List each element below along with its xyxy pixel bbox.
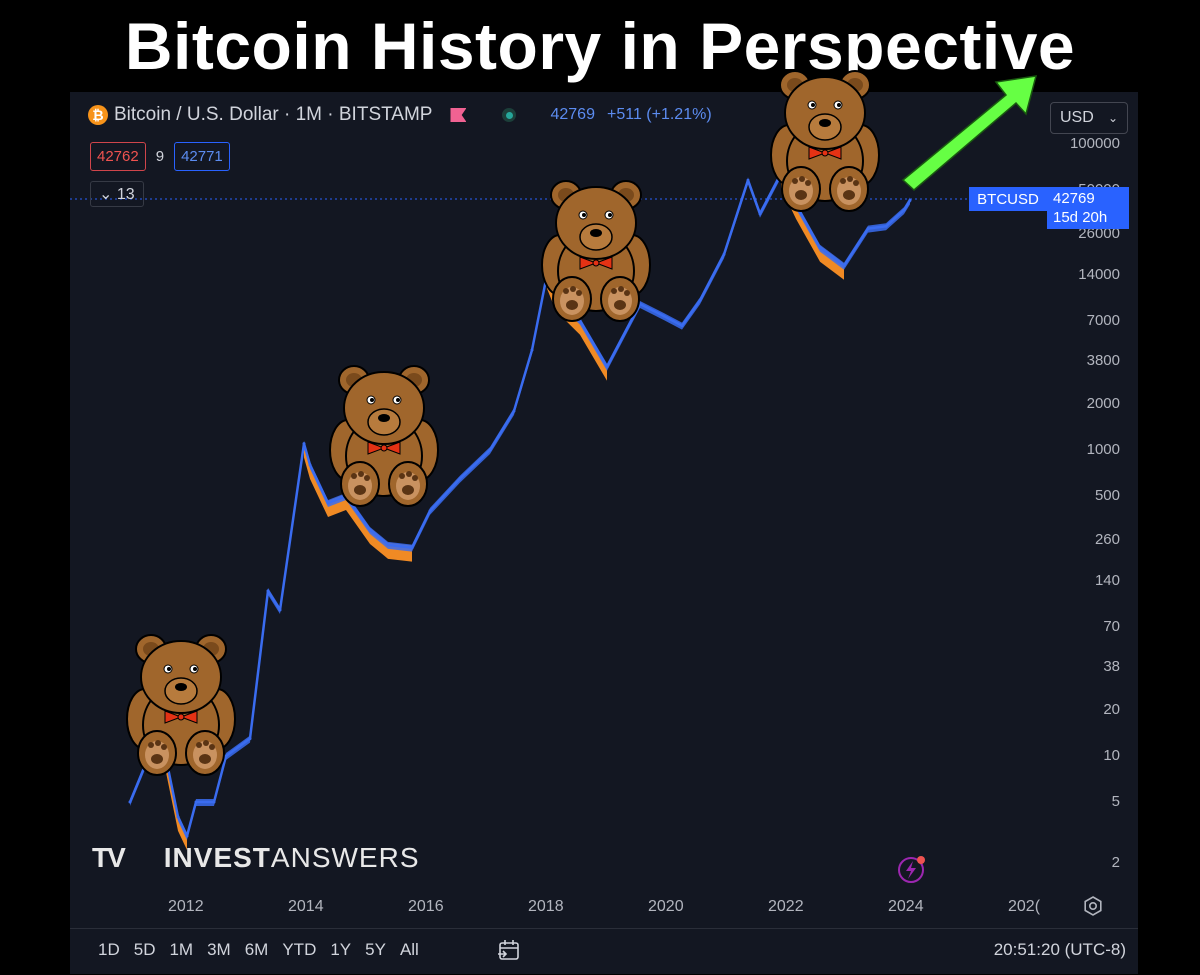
watermark-bold: INVEST	[163, 842, 271, 873]
y-tick-label: 1000	[1086, 441, 1120, 458]
x-tick-label: 2020	[648, 898, 684, 915]
range-button-1m[interactable]: 1M	[169, 940, 194, 959]
currency-select[interactable]: USD ⌄	[1050, 102, 1128, 134]
headline: Bitcoin History in Perspective	[124, 9, 1076, 83]
y-tick-label: 14000	[1078, 265, 1120, 283]
y-tick-label: 260	[1094, 530, 1120, 548]
clock[interactable]: 20:51:20 (UTC-8)	[993, 940, 1126, 959]
range-button-ytd[interactable]: YTD	[282, 940, 317, 959]
indicators-count: 13	[116, 186, 135, 203]
range-button-5y[interactable]: 5Y	[365, 940, 386, 959]
range-button-1y[interactable]: 1Y	[330, 940, 352, 959]
x-tick-label: 2014	[288, 898, 324, 915]
x-tick-label: 2016	[408, 898, 444, 915]
x-tick-label: 202(	[1008, 898, 1041, 915]
watermark-regular: ANSWERS	[270, 842, 420, 873]
y-tick-label: 38	[1103, 658, 1120, 676]
y-tick-label: 20	[1103, 700, 1120, 718]
last-label-price: 42769	[1053, 190, 1095, 207]
settings-gear-icon[interactable]	[1082, 895, 1104, 917]
bottom-toolbar	[70, 928, 1138, 975]
range-button-all[interactable]: All	[399, 940, 419, 959]
range-button-3m[interactable]: 3M	[207, 940, 231, 959]
bid-ask: 42762 9 42771	[90, 142, 230, 171]
last-price-label: BTCUSD 42769 15d 20h	[969, 187, 1129, 229]
x-tick-label: 2024	[888, 898, 924, 915]
y-tick-label: 500	[1094, 487, 1120, 505]
ask-price[interactable]: 42771	[174, 142, 230, 171]
y-tick-label: 70	[1103, 617, 1120, 635]
lightning-icon[interactable]	[897, 855, 927, 885]
y-tick-label: 5	[1111, 793, 1120, 811]
x-tick-label: 2018	[528, 898, 564, 915]
market-status-icon	[502, 108, 517, 122]
y-tick-label: 10	[1103, 747, 1120, 764]
y-tick-label: 2	[1111, 853, 1120, 871]
last-price: 42769	[550, 106, 595, 123]
tradingview-logo-icon: TV	[92, 842, 126, 873]
range-buttons: 1D 5D 1M 3M 6M YTD 1Y 5Y All	[98, 940, 419, 960]
range-button-5d[interactable]: 5D	[133, 940, 156, 959]
last-label-countdown: 15d 20h	[1053, 209, 1108, 226]
symbol-name[interactable]: Bitcoin / U.S. Dollar · 1M · BITSTAMP	[114, 104, 433, 125]
y-tick-label: 100000	[1069, 135, 1120, 152]
y-tick-label: 3800	[1086, 352, 1120, 370]
range-button-6m[interactable]: 6M	[244, 940, 269, 959]
watermark-text: INVESTANSWERS	[164, 842, 420, 874]
watermark: TV INVESTANSWERS	[92, 842, 420, 874]
symbol-legend[interactable]: ₿ Bitcoin / U.S. Dollar · 1M · BITSTAMP …	[88, 104, 712, 126]
chevron-down-icon: ⌄	[1107, 111, 1118, 125]
last-label-symbol: BTCUSD	[969, 187, 1047, 211]
x-tick-label: 2012	[168, 898, 204, 915]
bitcoin-icon: ₿	[88, 105, 108, 125]
currency-value: USD	[1060, 109, 1094, 126]
x-tick-label: 2022	[768, 898, 804, 915]
y-tick-label: 7000	[1086, 311, 1120, 329]
price-change: +511 (+1.21%)	[606, 106, 712, 123]
last-label-value: 42769 15d 20h	[1047, 187, 1129, 229]
chevron-down-icon: ⌄	[99, 186, 113, 203]
flag-icon[interactable]	[450, 108, 467, 122]
range-button-1d[interactable]: 1D	[98, 940, 120, 959]
y-tick-label: 2000	[1086, 394, 1120, 412]
spread: 9	[155, 148, 165, 165]
y-tick-label: 140	[1094, 571, 1120, 589]
date-range-icon[interactable]	[496, 938, 522, 964]
bid-price[interactable]: 42762	[90, 142, 146, 171]
indicators-toggle[interactable]: ⌄ 13	[90, 181, 144, 207]
